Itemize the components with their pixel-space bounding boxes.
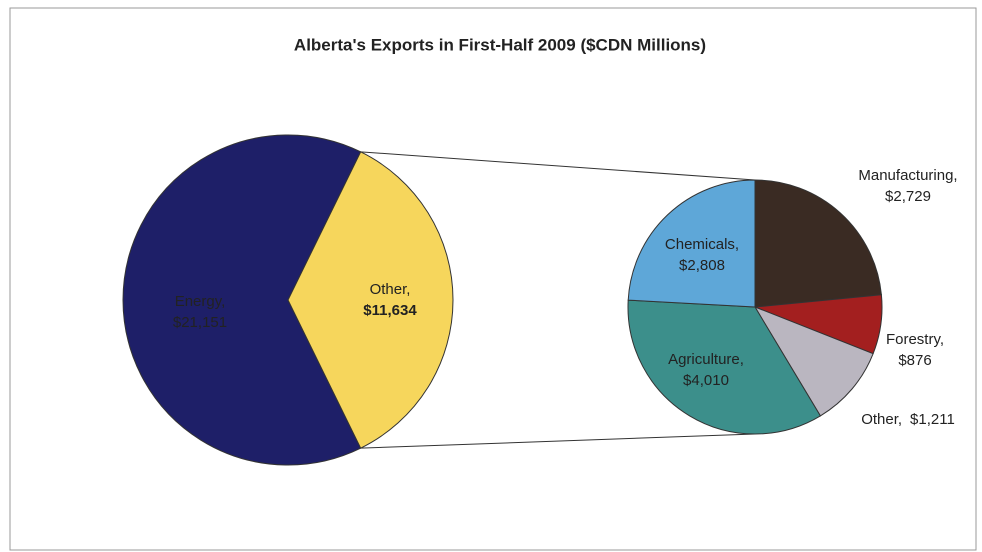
value-label: $4,010 bbox=[683, 372, 729, 389]
value-label: $2,729 bbox=[885, 188, 931, 205]
category-label: Chemicals, bbox=[665, 236, 739, 253]
category-label: Agriculture, bbox=[668, 351, 744, 368]
connector-line bbox=[360, 151, 756, 181]
pie-slice bbox=[627, 179, 756, 308]
pie-slice bbox=[754, 179, 882, 308]
value-label: $21,151 bbox=[173, 314, 227, 331]
category-label: Other, bbox=[370, 281, 411, 298]
pie-slice bbox=[287, 151, 454, 449]
value-label: $2,808 bbox=[679, 257, 725, 274]
value-label: $876 bbox=[898, 352, 931, 369]
pie-slice bbox=[753, 305, 874, 417]
connector-line bbox=[360, 433, 756, 449]
slice-label: Other, $1,211 bbox=[861, 411, 955, 428]
chart-title: Alberta's Exports in First-Half 2009 ($C… bbox=[294, 35, 706, 54]
category-label: Energy, bbox=[175, 293, 226, 310]
value-label: $1,211 bbox=[910, 411, 955, 428]
category-label: Other, bbox=[861, 411, 902, 428]
value-label: $11,634 bbox=[363, 302, 417, 319]
pie-slice bbox=[627, 299, 822, 435]
category-label: Manufacturing, bbox=[858, 167, 957, 184]
pie-slice bbox=[122, 134, 362, 466]
category-label: Forestry, bbox=[886, 331, 944, 348]
